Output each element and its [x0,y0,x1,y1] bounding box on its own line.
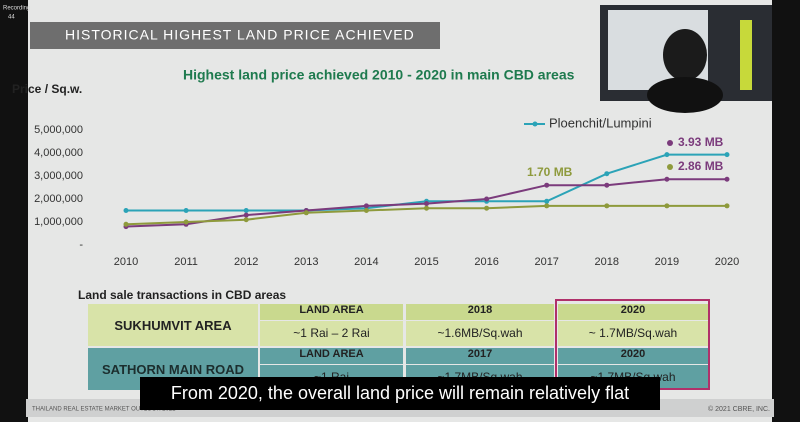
column-header: 2017 [406,348,554,364]
column-header: 2018 [406,304,554,320]
data-point [604,203,610,209]
x-tick-label: 2020 [715,256,739,268]
data-point [363,203,369,209]
data-point [724,152,730,158]
data-point [604,182,610,188]
x-tick-label: 2017 [534,256,558,268]
data-point [484,205,490,211]
data-point [664,152,670,158]
row-label: SUKHUMVIT AREA [88,304,258,346]
video-person [663,29,707,81]
column-header: 2020 [558,348,708,364]
annotation-dot [667,164,673,170]
data-point [123,221,129,227]
slide-title: HISTORICAL HIGHEST LAND PRICE ACHIEVED [65,27,415,43]
footer-left: THAILAND REAL ESTATE MARKET OUTLOOK 2021 [32,407,176,413]
data-point [123,208,129,213]
table-title: Land sale transactions in CBD areas [78,288,286,302]
cell-value: ~1.6MB/Sq.wah [406,321,554,346]
x-tick-label: 2014 [354,256,378,268]
annotation: 1.70 MB [527,165,573,179]
data-point [363,208,369,213]
y-tick-label: 2,000,000 [34,193,83,205]
cell-value: ~ 1.7MB/Sq.wah [558,321,708,346]
data-point [544,203,550,209]
y-tick-label: 3,000,000 [34,170,83,182]
data-point [183,219,189,225]
legend-label: Ploenchit/Lumpini [549,115,652,130]
highlight-box [555,299,710,390]
x-tick-label: 2015 [414,256,438,268]
y-tick-label: 5,000,000 [34,124,83,136]
legend-marker [532,121,538,127]
data-point [243,217,249,223]
x-tick-label: 2019 [655,256,679,268]
data-point [604,171,610,177]
recording-time: 44 [8,15,15,21]
x-tick-label: 2016 [474,256,498,268]
recording-label: Recording [3,6,30,12]
data-point [424,205,429,211]
chart-title: Highest land price achieved 2010 - 2020 … [183,67,575,83]
column-header: 2020 [558,304,708,320]
y-tick-label: - [79,239,83,251]
video-person-body [647,77,723,113]
data-point [544,182,550,188]
data-point [424,201,429,207]
data-point [724,203,730,209]
data-point [183,208,189,213]
data-point [243,212,249,218]
x-tick-label: 2010 [114,256,138,268]
data-point [303,210,309,216]
x-tick-label: 2013 [294,256,318,268]
data-point [664,176,670,182]
data-point [664,203,670,209]
title-bar [30,22,440,49]
x-tick-label: 2018 [595,256,619,268]
annotation: 2.86 MB [678,159,724,173]
caption: From 2020, the overall land price will r… [171,383,629,403]
annotation: 3.93 MB [678,135,724,149]
data-point [243,208,249,213]
video-decor [740,20,752,90]
column-header: LAND AREA [260,304,403,320]
x-tick-label: 2012 [234,256,258,268]
caption-bg [140,377,660,410]
x-tick-label: 2011 [174,256,198,268]
cell-value: ~1 Rai – 2 Rai [260,321,403,346]
y-tick-label: 1,000,000 [34,216,83,228]
data-point [724,176,730,182]
data-point [484,196,490,202]
data-point [544,198,550,204]
y-axis-label: Price / Sq.w. [12,82,82,96]
y-tick-label: 4,000,000 [34,147,83,159]
footer-right: © 2021 CBRE, INC. [708,405,770,413]
annotation-dot [667,140,673,146]
column-header: LAND AREA [260,348,403,364]
